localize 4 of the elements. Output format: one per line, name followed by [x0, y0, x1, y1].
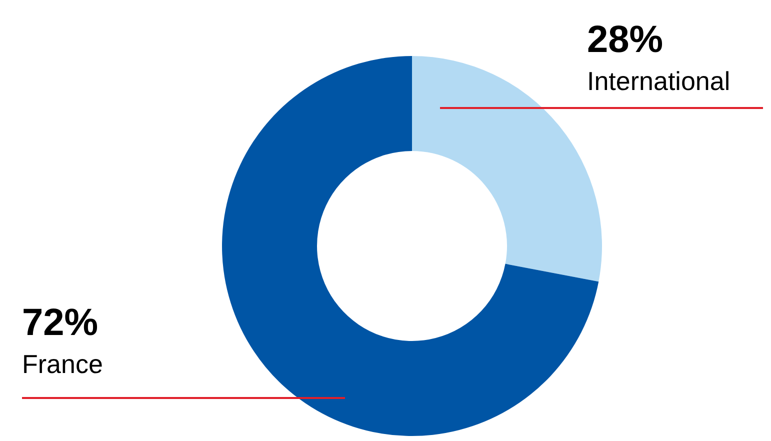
data-label: 72%: [22, 302, 98, 344]
slice-label: France: [22, 349, 103, 379]
data-label: 28%: [587, 19, 664, 61]
slice-label: International: [587, 66, 730, 96]
